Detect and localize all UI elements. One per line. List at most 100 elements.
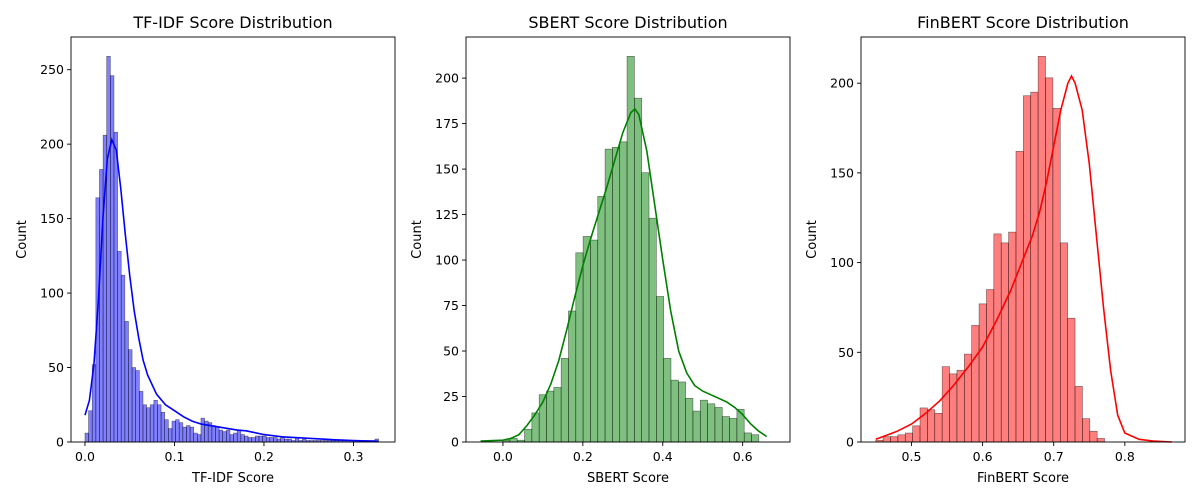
histogram-bar <box>1074 386 1083 443</box>
y-tick-label: 125 <box>435 207 459 222</box>
histogram-bar <box>707 403 716 443</box>
histogram-bar <box>751 434 760 443</box>
x-tick-label: 0.4 <box>653 449 673 464</box>
histogram-bar <box>1096 438 1105 443</box>
histogram-bar <box>986 289 995 443</box>
histogram-bar <box>912 425 921 443</box>
histogram-bar <box>949 373 958 443</box>
histogram-bar <box>164 419 169 443</box>
histogram-bar <box>714 407 723 443</box>
histogram-bar <box>882 436 891 443</box>
histogram-bar <box>568 310 577 443</box>
histogram-bar <box>1000 242 1009 443</box>
histogram-bar <box>135 370 140 443</box>
histogram-bar <box>729 418 738 443</box>
y-tick-label: 0 <box>56 435 64 450</box>
histogram-bar <box>692 410 701 443</box>
histogram-bar <box>211 425 216 443</box>
histogram-bar <box>685 398 694 443</box>
histogram-bar <box>142 404 147 443</box>
histogram-bar <box>236 429 242 443</box>
kde-curve <box>875 74 1172 443</box>
histogram-bar <box>1015 151 1024 443</box>
histogram-bar <box>128 349 133 443</box>
histogram-bar <box>262 435 267 443</box>
x-tick-label: 0.2 <box>254 449 274 464</box>
subplot-2: 0.0 0.2 0.4 0.6 0 25 50 75 100 125 150 175 200 SBERT … <box>410 13 791 486</box>
histogram-bar <box>229 434 234 443</box>
histogram-bar <box>215 426 220 443</box>
histogram-bar <box>890 436 899 443</box>
histogram-bar <box>168 428 173 443</box>
histogram-bar <box>197 434 202 443</box>
histogram-bar <box>255 435 260 443</box>
histogram-bars <box>502 55 760 443</box>
histogram-bar <box>157 404 162 443</box>
x-tick-label: 0.7 <box>1044 449 1064 464</box>
y-tick-label: 75 <box>443 298 459 313</box>
y-tick-label: 150 <box>435 162 459 177</box>
x-tick-label: 0.2 <box>573 449 593 464</box>
y-tick-label: 175 <box>435 116 459 131</box>
y-axis-label: Count <box>15 220 30 259</box>
histogram-bar <box>124 321 129 443</box>
histogram-bar <box>160 411 166 443</box>
histogram-bar <box>1008 231 1017 443</box>
histogram-bar <box>993 233 1002 443</box>
histogram-bar <box>265 437 271 443</box>
y-tick-label: 250 <box>40 62 64 77</box>
y-tick-label: 50 <box>443 344 459 359</box>
histogram-bars <box>875 55 1105 443</box>
y-tick-label: 200 <box>830 76 854 91</box>
axes-frame <box>860 36 1186 443</box>
histogram-bar <box>699 399 708 443</box>
histogram-bar <box>99 169 104 443</box>
histogram-bar <box>971 325 980 443</box>
x-tick-label: 0.5 <box>902 449 922 464</box>
histogram-bar <box>106 55 111 443</box>
histogram-bar <box>1045 77 1054 443</box>
kde-curve <box>84 137 379 443</box>
histogram-bar <box>678 381 686 443</box>
y-tick-label: 150 <box>830 165 854 180</box>
histogram-bar <box>1059 242 1068 443</box>
histogram-bar <box>139 391 144 443</box>
y-tick-label: 25 <box>443 389 459 404</box>
subplot-3: 0.5 0.6 0.7 0.8 0 50 100 150 200 FinBERT Score Di… <box>805 13 1186 486</box>
histogram-bar <box>941 366 950 443</box>
histogram-bar <box>648 217 657 443</box>
histogram-bar <box>244 435 249 443</box>
chart-title: SBERT Score Distribution <box>528 13 727 32</box>
x-axis-label: SBERT Score <box>587 471 669 486</box>
subplot-1: 0.0 0.1 0.2 0.3 0 50 100 150 200 250 TF-IDF Score … <box>15 13 396 486</box>
histogram-bar <box>927 409 936 443</box>
y-tick-label: 0 <box>451 435 459 450</box>
histogram-bar <box>189 426 195 443</box>
histogram-bar <box>553 387 562 443</box>
histogram-bar <box>597 196 606 443</box>
x-tick-label: 0.8 <box>1115 449 1135 464</box>
histogram-bar <box>110 75 115 443</box>
kde-curve <box>480 107 768 442</box>
histogram-bar <box>273 437 278 443</box>
x-tick-label: 0.0 <box>75 449 95 464</box>
histogram-bar <box>120 274 126 443</box>
histogram-bar <box>1030 91 1039 443</box>
histogram-bar <box>1037 55 1046 443</box>
histogram-bar <box>84 432 89 443</box>
histogram-bar <box>240 434 245 443</box>
chart-title: FinBERT Score Distribution <box>917 13 1129 32</box>
y-tick-label: 0 <box>846 435 854 450</box>
histogram-bar <box>612 146 621 443</box>
histogram-bar <box>149 404 155 443</box>
x-tick-label: 0.3 <box>344 449 364 464</box>
histogram-bars <box>84 55 379 443</box>
histogram-bar <box>258 435 263 443</box>
x-tick-label: 0.6 <box>973 449 993 464</box>
x-axis-label: TF-IDF Score <box>191 471 274 486</box>
histogram-bar <box>641 172 650 443</box>
y-axis-label: Count <box>410 220 425 259</box>
histogram-bar <box>904 432 913 443</box>
y-tick-label: 100 <box>40 286 64 301</box>
histogram-bar <box>1067 317 1076 443</box>
